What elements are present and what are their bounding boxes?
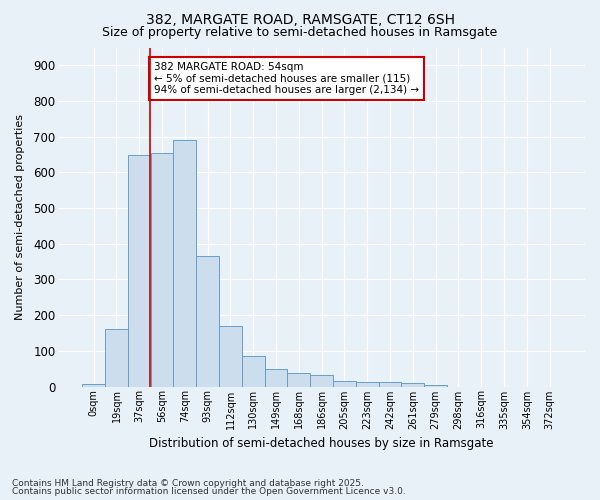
X-axis label: Distribution of semi-detached houses by size in Ramsgate: Distribution of semi-detached houses by … — [149, 437, 494, 450]
Bar — [242, 356, 265, 386]
Bar — [196, 256, 219, 386]
Text: Contains public sector information licensed under the Open Government Licence v3: Contains public sector information licen… — [12, 487, 406, 496]
Bar — [401, 383, 424, 386]
Text: Size of property relative to semi-detached houses in Ramsgate: Size of property relative to semi-detach… — [103, 26, 497, 39]
Bar — [379, 382, 401, 386]
Bar — [310, 375, 333, 386]
Bar — [173, 140, 196, 386]
Bar — [151, 153, 173, 386]
Bar — [82, 384, 105, 386]
Bar — [356, 382, 379, 386]
Text: 382 MARGATE ROAD: 54sqm
← 5% of semi-detached houses are smaller (115)
94% of se: 382 MARGATE ROAD: 54sqm ← 5% of semi-det… — [154, 62, 419, 95]
Y-axis label: Number of semi-detached properties: Number of semi-detached properties — [15, 114, 25, 320]
Bar — [333, 381, 356, 386]
Text: Contains HM Land Registry data © Crown copyright and database right 2025.: Contains HM Land Registry data © Crown c… — [12, 478, 364, 488]
Bar — [219, 326, 242, 386]
Bar — [424, 385, 447, 386]
Bar — [105, 330, 128, 386]
Bar — [287, 374, 310, 386]
Bar — [265, 368, 287, 386]
Bar — [128, 154, 151, 386]
Text: 382, MARGATE ROAD, RAMSGATE, CT12 6SH: 382, MARGATE ROAD, RAMSGATE, CT12 6SH — [146, 12, 455, 26]
